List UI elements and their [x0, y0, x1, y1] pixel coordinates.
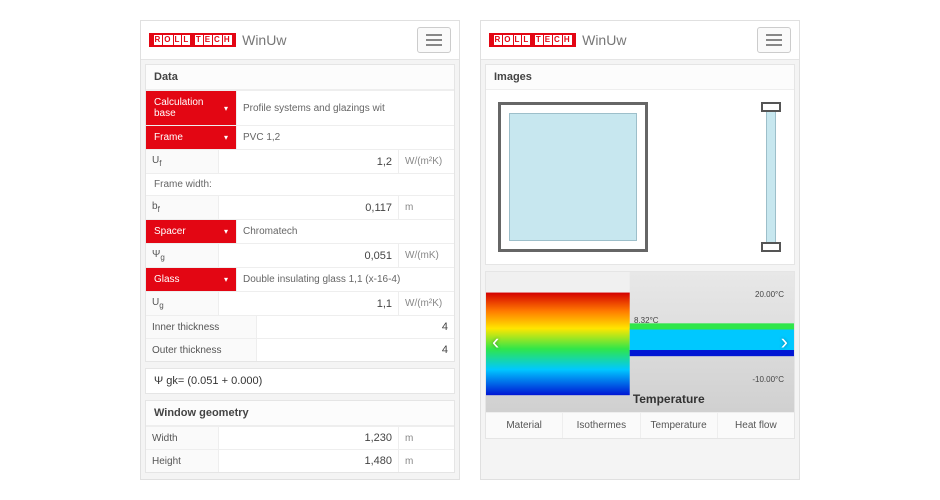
inner-thickness-label: Inner thickness — [146, 316, 256, 338]
width-value[interactable]: 1,230 — [218, 427, 398, 449]
tab-temperature[interactable]: Temperature — [640, 413, 717, 438]
temp-bottom: -10.00°C — [752, 375, 784, 384]
chevron-down-icon: ▾ — [224, 227, 228, 236]
outer-thickness-label: Outer thickness — [146, 339, 256, 361]
spacer-label: Spacer — [154, 226, 186, 237]
frame-label: Frame — [154, 132, 183, 143]
frame-dropdown[interactable]: Frame ▾ — [146, 126, 236, 149]
thermal-gradient — [486, 272, 794, 412]
menu-button[interactable] — [757, 27, 791, 53]
psi-summary: Ψ gk= (0.051 + 0.000) — [145, 368, 455, 394]
thermal-tabs: Material Isothermes Temperature Heat flo… — [486, 412, 794, 438]
left-content: Data Calculation base ▾ Profile systems … — [141, 60, 459, 479]
data-heading: Data — [146, 65, 454, 90]
spacer-value: Chromatech — [236, 220, 454, 243]
window-diagram — [486, 90, 794, 264]
topbar-left: ROLL TECH WinUw — [141, 21, 459, 60]
thermal-section: 8.32°C 20.00°C -10.00°C ‹ › Temperature … — [485, 271, 795, 439]
geometry-section: Window geometry Width 1,230 m Height 1,4… — [145, 400, 455, 473]
width-label: Width — [146, 427, 218, 449]
ug-label: Ug — [146, 292, 218, 315]
menu-button[interactable] — [417, 27, 451, 53]
tab-heatflow[interactable]: Heat flow — [717, 413, 794, 438]
glass-dropdown[interactable]: Glass ▾ — [146, 268, 236, 291]
data-panel: ROLL TECH WinUw Data Calculation base ▾ … — [140, 20, 460, 480]
chevron-down-icon: ▾ — [224, 133, 228, 142]
inner-thickness-value[interactable]: 4 — [256, 316, 454, 338]
spacer-dropdown[interactable]: Spacer ▾ — [146, 220, 236, 243]
height-value[interactable]: 1,480 — [218, 450, 398, 472]
glass-label: Glass — [154, 274, 180, 285]
tab-material[interactable]: Material — [486, 413, 562, 438]
uf-label: Uf — [146, 150, 218, 173]
psig-label: Ψg — [146, 244, 218, 267]
logo: ROLL TECH — [149, 33, 236, 47]
chevron-down-icon: ▾ — [224, 104, 228, 113]
images-section: Images — [485, 64, 795, 265]
height-unit: m — [398, 450, 454, 472]
next-arrow-icon[interactable]: › — [781, 329, 788, 355]
calculation-base-value: Profile systems and glazings wit — [236, 91, 454, 125]
data-section: Data Calculation base ▾ Profile systems … — [145, 64, 455, 362]
brand: ROLL TECH WinUw — [489, 32, 626, 48]
tab-isothermes[interactable]: Isothermes — [562, 413, 639, 438]
uf-value: 1,2 — [218, 150, 398, 173]
psig-value: 0,051 — [218, 244, 398, 267]
window-side-view — [760, 102, 782, 252]
ug-value: 1,1 — [218, 292, 398, 315]
frame-width-note: Frame width: — [146, 173, 454, 195]
ug-unit: W/(m²K) — [398, 292, 454, 315]
window-front-view — [498, 102, 648, 252]
calculation-base-dropdown[interactable]: Calculation base ▾ — [146, 91, 236, 125]
right-content: Images — [481, 60, 799, 479]
width-unit: m — [398, 427, 454, 449]
outer-thickness-value[interactable]: 4 — [256, 339, 454, 361]
bf-label: bf — [146, 196, 218, 219]
prev-arrow-icon[interactable]: ‹ — [492, 329, 499, 355]
glass-value: Double insulating glass 1,1 (x-16-4) — [236, 268, 454, 291]
height-label: Height — [146, 450, 218, 472]
topbar-right: ROLL TECH WinUw — [481, 21, 799, 60]
logo: ROLL TECH — [489, 33, 576, 47]
brand: ROLL TECH WinUw — [149, 32, 286, 48]
images-heading: Images — [486, 65, 794, 90]
calculation-base-label: Calculation base — [154, 97, 220, 119]
geometry-heading: Window geometry — [146, 401, 454, 426]
bf-value[interactable]: 0,117 — [218, 196, 398, 219]
uf-unit: W/(m²K) — [398, 150, 454, 173]
temp-inner: 8.32°C — [634, 316, 659, 325]
bf-unit: m — [398, 196, 454, 219]
thermal-image: 8.32°C 20.00°C -10.00°C ‹ › Temperature — [486, 272, 794, 412]
psig-unit: W/(mK) — [398, 244, 454, 267]
thermal-label: Temperature — [633, 392, 705, 406]
app-name: WinUw — [242, 32, 286, 48]
chevron-down-icon: ▾ — [224, 275, 228, 284]
frame-value: PVC 1,2 — [236, 126, 454, 149]
temp-outer: 20.00°C — [755, 290, 784, 299]
app-name: WinUw — [582, 32, 626, 48]
images-panel: ROLL TECH WinUw Images — [480, 20, 800, 480]
